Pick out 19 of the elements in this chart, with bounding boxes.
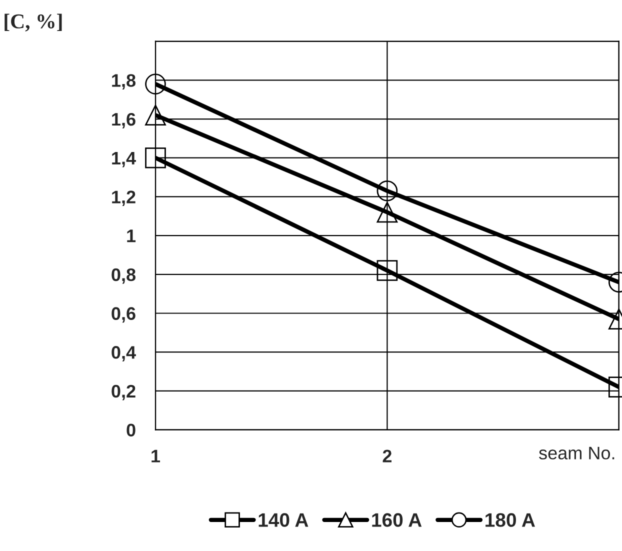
y-tick-label: 0,8 <box>112 268 136 284</box>
x-tick-label: 2 <box>382 450 392 462</box>
y-tick-label: 1 <box>127 230 136 242</box>
legend-label: 160 A <box>372 513 422 527</box>
y-tick-label: 0,4 <box>112 346 136 362</box>
y-axis-title: [C, %] <box>4 14 62 32</box>
point <box>145 104 166 126</box>
x-axis-title: seam No. <box>539 446 614 460</box>
point <box>145 147 166 168</box>
y-tick-label: 0,2 <box>112 384 136 400</box>
legend-label: 180 A <box>486 513 535 527</box>
y-tick-label: 1,8 <box>112 74 136 90</box>
y-tick-label: 1,4 <box>112 152 136 168</box>
y-tick-label: 0 <box>126 424 136 436</box>
legend-label: 140 A <box>258 513 308 527</box>
y-tick-label: 1,6 <box>112 112 136 128</box>
point <box>145 74 166 94</box>
y-tick-label: 0,6 <box>112 307 136 323</box>
y-tick-label: 1,2 <box>112 190 136 206</box>
